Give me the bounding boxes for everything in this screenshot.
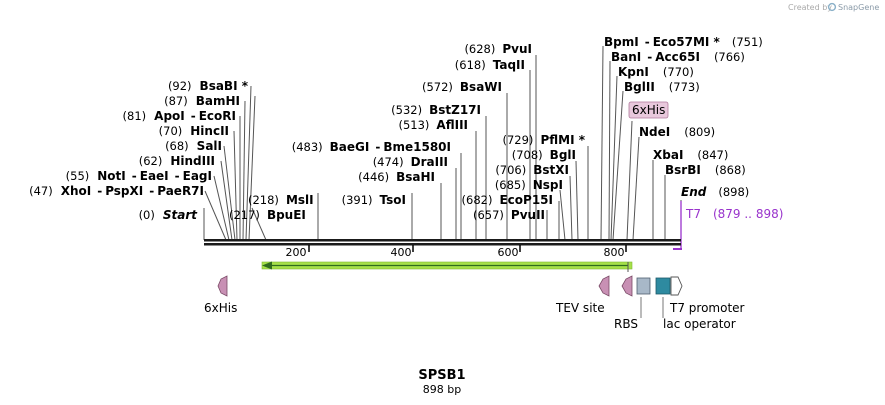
site-xhoi[interactable]: (47) XhoI - PspXI - PaeR7I bbox=[29, 184, 204, 198]
site-hindiii[interactable]: (62) HindIII bbox=[139, 154, 215, 168]
site-bsabi[interactable]: (92) BsaBI * bbox=[168, 79, 249, 93]
rbs-label: RBS bbox=[614, 317, 638, 331]
rbs-feature-icon[interactable] bbox=[636, 277, 651, 295]
site-tsoi[interactable]: (391) TsoI bbox=[342, 193, 406, 207]
site-labels-left: (47) XhoI - PspXI - PaeR7I (55) NotI - EaeI - EagI… bbox=[29, 79, 249, 222]
construct-length: 898 bp bbox=[423, 383, 461, 396]
his-tag-feature-icon[interactable] bbox=[217, 275, 228, 297]
his-tag-label: 6xHis bbox=[204, 301, 237, 315]
stem-bstxi bbox=[569, 175, 573, 241]
site-bamhi[interactable]: (87) BamHI bbox=[164, 94, 240, 108]
site-bsawi[interactable]: (572) BsaWI bbox=[422, 80, 502, 94]
ruler-label: 400 bbox=[391, 246, 412, 259]
site-bstxi[interactable]: (706) BstXI bbox=[495, 163, 569, 177]
site-stems bbox=[203, 45, 682, 241]
site-labels-middle: (217) BpuEI (218) MslI (391) TsoI (446) BsaH… bbox=[229, 42, 586, 222]
lac-operator-feature-icon[interactable] bbox=[655, 277, 671, 295]
site-msli[interactable]: (218) MslI bbox=[248, 193, 314, 207]
lac-operator-label: lac operator bbox=[663, 317, 736, 331]
site-bpuei[interactable]: (217) BpuEI bbox=[229, 208, 306, 222]
t7-label[interactable]: T7 (879 .. 898) bbox=[685, 207, 783, 221]
his-tag-box-label: 6xHis bbox=[632, 103, 665, 117]
stem-bani bbox=[608, 60, 611, 241]
stem-bglii bbox=[612, 90, 624, 241]
dna-backbone bbox=[204, 239, 681, 246]
his-tag-box[interactable] bbox=[628, 101, 669, 119]
site-labels-right: BpmI - Eco57MI * (751) BanI - Acc65I (766) Kpn… bbox=[604, 35, 783, 221]
features: 6xHis TEV site RBS lac operator T7 promo… bbox=[204, 275, 745, 331]
ruler-label: 200 bbox=[286, 246, 307, 259]
site-bsahi[interactable]: (446) BsaHI bbox=[358, 170, 435, 184]
site-pflmi[interactable]: (729) PflMI * bbox=[503, 133, 586, 147]
stem-bpuei bbox=[251, 207, 267, 241]
stem-bsabi bbox=[245, 85, 252, 241]
stem-ndei bbox=[632, 136, 640, 241]
site-afliii[interactable]: (513) AflIII bbox=[398, 118, 468, 132]
stem-bpmi bbox=[600, 45, 604, 241]
site-baegi[interactable]: (483) BaeGI - Bme1580I bbox=[292, 140, 451, 154]
ruler-label: 800 bbox=[604, 246, 625, 259]
site-sali[interactable]: (68) SalI bbox=[165, 139, 222, 153]
credit-brand: SnapGene bbox=[838, 3, 879, 12]
site-apoi[interactable]: (81) ApoI - EcoRI bbox=[123, 109, 236, 123]
stem-xhoi bbox=[204, 190, 227, 241]
site-xbai[interactable]: XbaI (847) bbox=[653, 148, 728, 162]
site-end[interactable]: End (898) bbox=[681, 185, 749, 199]
site-noti[interactable]: (55) NotI - EaeI - EagI bbox=[66, 169, 212, 183]
site-bpmi[interactable]: BpmI - Eco57MI * (751) bbox=[604, 35, 763, 49]
stem-bgli bbox=[575, 160, 579, 241]
ruler: 200 400 600 800 bbox=[286, 245, 627, 259]
orf-arrow[interactable] bbox=[261, 261, 633, 273]
site-draiii[interactable]: (474) DraIII bbox=[373, 155, 448, 169]
site-kpni[interactable]: KpnI (770) bbox=[618, 65, 694, 79]
stem-kpni bbox=[610, 75, 618, 241]
site-ndei[interactable]: NdeI (809) bbox=[639, 125, 715, 139]
t7-promoter-feature-icon[interactable] bbox=[670, 276, 683, 296]
orf-arrowhead-icon bbox=[262, 261, 272, 270]
stem-hindiii bbox=[220, 160, 233, 241]
site-start[interactable]: (0) Start bbox=[139, 208, 199, 222]
ruler-label: 600 bbox=[498, 246, 519, 259]
stem-hincii bbox=[233, 130, 238, 241]
site-ecop15i[interactable]: (682) EcoP15I bbox=[462, 193, 553, 207]
backbone-strand-bottom bbox=[204, 243, 681, 246]
stem-noti bbox=[213, 175, 230, 241]
stem-sali bbox=[223, 145, 236, 241]
site-nspi[interactable]: (685) NspI bbox=[495, 178, 563, 192]
construct-name: SPSB1 bbox=[418, 368, 465, 383]
site-bstz17i[interactable]: (532) BstZ17I bbox=[391, 103, 481, 117]
site-bglii[interactable]: BglII (773) bbox=[624, 80, 700, 94]
site-pvuii[interactable]: (657) PvuII bbox=[473, 208, 545, 222]
site-bani[interactable]: BanI - Acc65I (766) bbox=[611, 50, 745, 64]
t7-promoter-label: T7 promoter bbox=[669, 301, 745, 315]
backbone-strand-top bbox=[204, 239, 681, 242]
tev-feature-icon[interactable] bbox=[598, 275, 610, 297]
stem-bamhi bbox=[242, 100, 246, 241]
site-hincii[interactable]: (70) HincII bbox=[159, 124, 229, 138]
t7-marker bbox=[673, 201, 682, 250]
stem-extra bbox=[248, 95, 256, 241]
site-taqii[interactable]: (618) TaqII bbox=[455, 58, 525, 72]
site-pos: (47) bbox=[29, 184, 53, 198]
site-bgli[interactable]: (708) BglI bbox=[512, 148, 576, 162]
his-tag-2-feature-icon[interactable] bbox=[621, 275, 633, 297]
stem-his bbox=[626, 120, 633, 241]
tev-label: TEV site bbox=[555, 301, 605, 315]
stem-nspi bbox=[559, 189, 566, 241]
snapgene-logo-icon bbox=[827, 2, 837, 12]
credit-prefix: Created by bbox=[788, 3, 832, 12]
site-pvui[interactable]: (628) PvuI bbox=[464, 42, 532, 56]
site-bsrbi[interactable]: BsrBI (868) bbox=[665, 163, 746, 177]
